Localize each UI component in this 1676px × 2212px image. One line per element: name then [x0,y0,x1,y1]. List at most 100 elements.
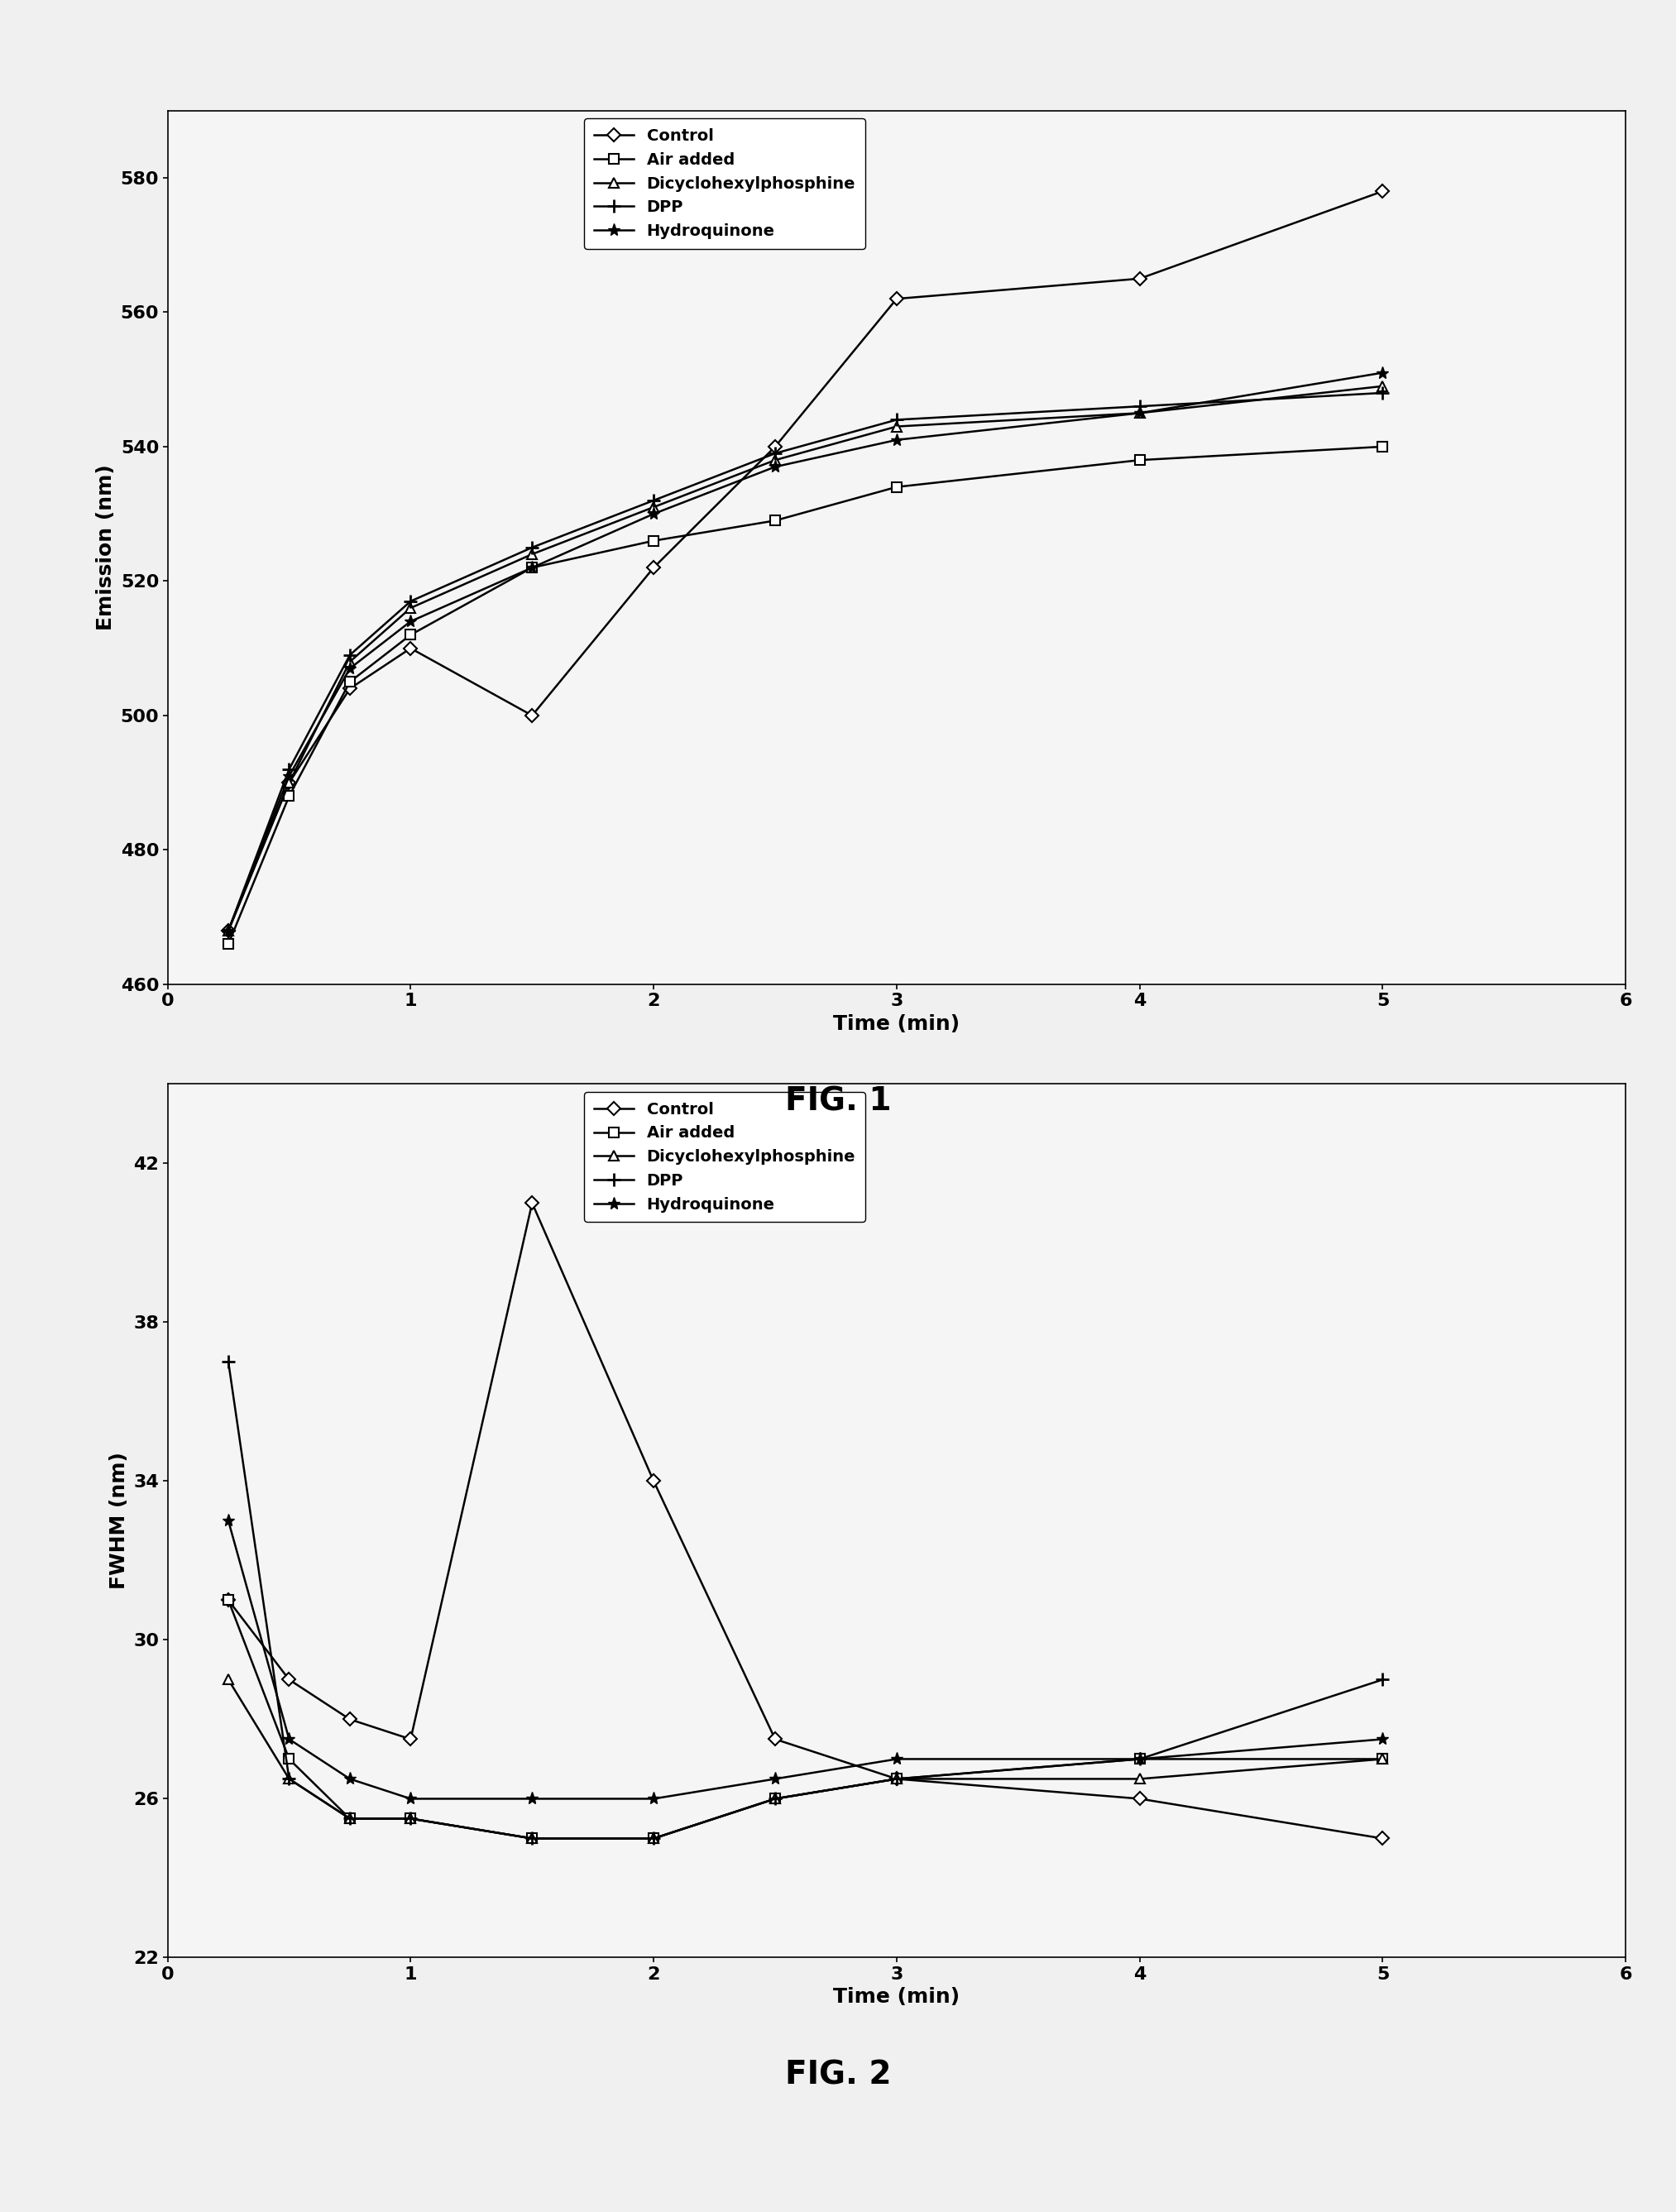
Dicyclohexylphosphine [218,918,238,945]
Dicyclohexylphosphine [340,1805,360,1832]
X-axis label: Time (min): Time (min) [833,1986,960,2006]
Control [278,770,298,796]
Control [218,918,238,945]
Dicyclohexylphosphine [523,1825,543,1851]
DPP [1373,1666,1393,1692]
Air added [218,931,238,958]
Control [523,1190,543,1217]
Dicyclohexylphosphine [1130,400,1150,427]
Air added [1373,434,1393,460]
Control [1373,1825,1393,1851]
Control [1130,1785,1150,1812]
Hydroquinone [401,1785,421,1812]
Dicyclohexylphosphine [764,1785,784,1812]
Line: DPP: DPP [221,1356,1389,1845]
DPP [278,757,298,783]
Y-axis label: FWHM (nm): FWHM (nm) [109,1451,129,1590]
DPP [218,1349,238,1376]
Hydroquinone [1130,1745,1150,1772]
Line: Hydroquinone: Hydroquinone [221,367,1389,938]
Control [1130,265,1150,292]
Hydroquinone [1130,400,1150,427]
Air added [401,622,421,648]
Air added [340,668,360,695]
Air added [523,1825,543,1851]
Dicyclohexylphosphine [644,1825,664,1851]
Hydroquinone [644,1785,664,1812]
Hydroquinone [764,1765,784,1792]
Legend: Control, Air added, Dicyclohexylphosphine, DPP, Hydroquinone: Control, Air added, Dicyclohexylphosphin… [583,1093,865,1221]
Hydroquinone [218,1509,238,1535]
Dicyclohexylphosphine [1373,374,1393,400]
Line: DPP: DPP [221,387,1389,938]
X-axis label: Time (min): Time (min) [833,1013,960,1033]
Air added [644,1825,664,1851]
Line: Hydroquinone: Hydroquinone [221,1515,1389,1805]
DPP [1130,394,1150,420]
Line: Dicyclohexylphosphine: Dicyclohexylphosphine [225,1674,1388,1843]
DPP [1130,1745,1150,1772]
Control [278,1666,298,1692]
Line: Control: Control [225,1199,1388,1843]
Dicyclohexylphosphine [523,542,543,568]
Control [644,1469,664,1495]
DPP [523,535,543,562]
Control [764,1725,784,1752]
Hydroquinone [523,555,543,582]
DPP [1373,380,1393,407]
Control [218,1586,238,1613]
Air added [764,1785,784,1812]
Air added [887,1765,907,1792]
DPP [218,918,238,945]
Hydroquinone [278,763,298,790]
Control [401,1725,421,1752]
Dicyclohexylphosphine [764,447,784,473]
Y-axis label: Emission (nm): Emission (nm) [96,465,116,630]
Air added [1373,1745,1393,1772]
Hydroquinone [340,655,360,681]
Dicyclohexylphosphine [401,1805,421,1832]
DPP [764,1785,784,1812]
Control [523,701,543,728]
Control [887,285,907,312]
Dicyclohexylphosphine [1373,1745,1393,1772]
DPP [278,1765,298,1792]
Text: FIG. 1: FIG. 1 [784,1086,892,1117]
Dicyclohexylphosphine [1130,1765,1150,1792]
Hydroquinone [340,1765,360,1792]
Control [887,1765,907,1792]
Dicyclohexylphosphine [278,1765,298,1792]
DPP [401,588,421,615]
Line: Dicyclohexylphosphine: Dicyclohexylphosphine [225,380,1388,936]
Dicyclohexylphosphine [401,595,421,622]
Dicyclohexylphosphine [218,1666,238,1692]
Line: Control: Control [225,186,1388,936]
DPP [340,1805,360,1832]
Hydroquinone [764,453,784,480]
DPP [887,407,907,434]
Text: FIG. 2: FIG. 2 [784,2059,892,2090]
Air added [278,783,298,810]
Air added [887,473,907,500]
Dicyclohexylphosphine [887,1765,907,1792]
Air added [218,1586,238,1613]
Hydroquinone [401,608,421,635]
DPP [644,487,664,513]
Air added [1130,1745,1150,1772]
DPP [340,641,360,668]
Hydroquinone [523,1785,543,1812]
Dicyclohexylphosphine [278,770,298,796]
Air added [1130,447,1150,473]
DPP [764,440,784,467]
Control [1373,177,1393,204]
DPP [887,1765,907,1792]
Line: Air added: Air added [225,1595,1388,1843]
Hydroquinone [887,427,907,453]
Line: Air added: Air added [225,442,1388,949]
DPP [523,1825,543,1851]
Air added [278,1745,298,1772]
Air added [401,1805,421,1832]
Hydroquinone [644,500,664,526]
Hydroquinone [1373,1725,1393,1752]
Hydroquinone [1373,358,1393,385]
